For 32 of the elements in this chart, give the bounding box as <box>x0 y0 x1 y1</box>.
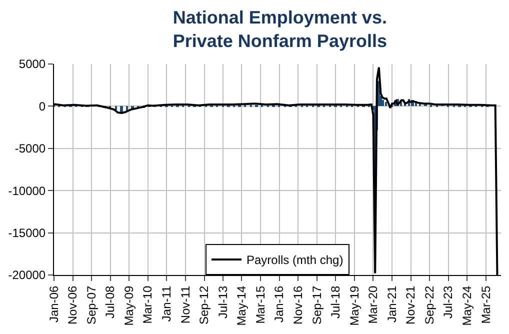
x-tick-label: Jan-11 <box>160 285 174 322</box>
x-tick-label: Jul-13 <box>216 285 230 318</box>
x-tick-label: Sep-22 <box>422 285 437 325</box>
x-tick-label: Sep-17 <box>310 285 324 325</box>
x-tick-label: Mar-10 <box>140 285 155 324</box>
x-tick-label: Nov-11 <box>178 285 192 324</box>
x-tick-label: Sep-07 <box>84 285 98 325</box>
x-tick-label: Jul-18 <box>328 285 343 318</box>
chart-title: National Employment vs. Private Nonfarm Payrolls <box>172 7 387 51</box>
legend-label: Payrolls (mth chg) <box>246 253 344 268</box>
x-tick-label: May-14 <box>234 285 249 326</box>
x-tick-label: Nov-06 <box>66 285 80 324</box>
x-tick-label: May-19 <box>347 285 362 326</box>
x-tick-label: Jan-06 <box>46 285 61 323</box>
x-tick-label: Nov-16 <box>291 285 306 324</box>
x-tick-label: Jan-21 <box>384 285 399 323</box>
x-tick-label: Jan-16 <box>272 285 286 323</box>
x-tick-label: May-24 <box>460 285 474 326</box>
x-tick-label: Mar-15 <box>253 285 268 324</box>
y-tick-label: -15000 <box>8 226 46 240</box>
y-tick-label: -20000 <box>8 268 46 282</box>
y-tick-label: -5000 <box>14 142 46 156</box>
y-tick-label: -10000 <box>8 184 46 198</box>
x-tick-label: Mar-20 <box>366 285 380 324</box>
y-tick-label: 0 <box>38 99 46 114</box>
x-tick-label: Mar-25 <box>478 285 493 324</box>
x-tick-label: Nov-21 <box>404 285 418 324</box>
x-tick-label: May-09 <box>122 285 136 326</box>
x-tick-label: Jul-23 <box>441 285 456 318</box>
x-tick-label: Sep-12 <box>197 285 212 325</box>
x-tick-label: Jul-08 <box>103 285 118 318</box>
y-tick-label: 5000 <box>18 57 46 72</box>
